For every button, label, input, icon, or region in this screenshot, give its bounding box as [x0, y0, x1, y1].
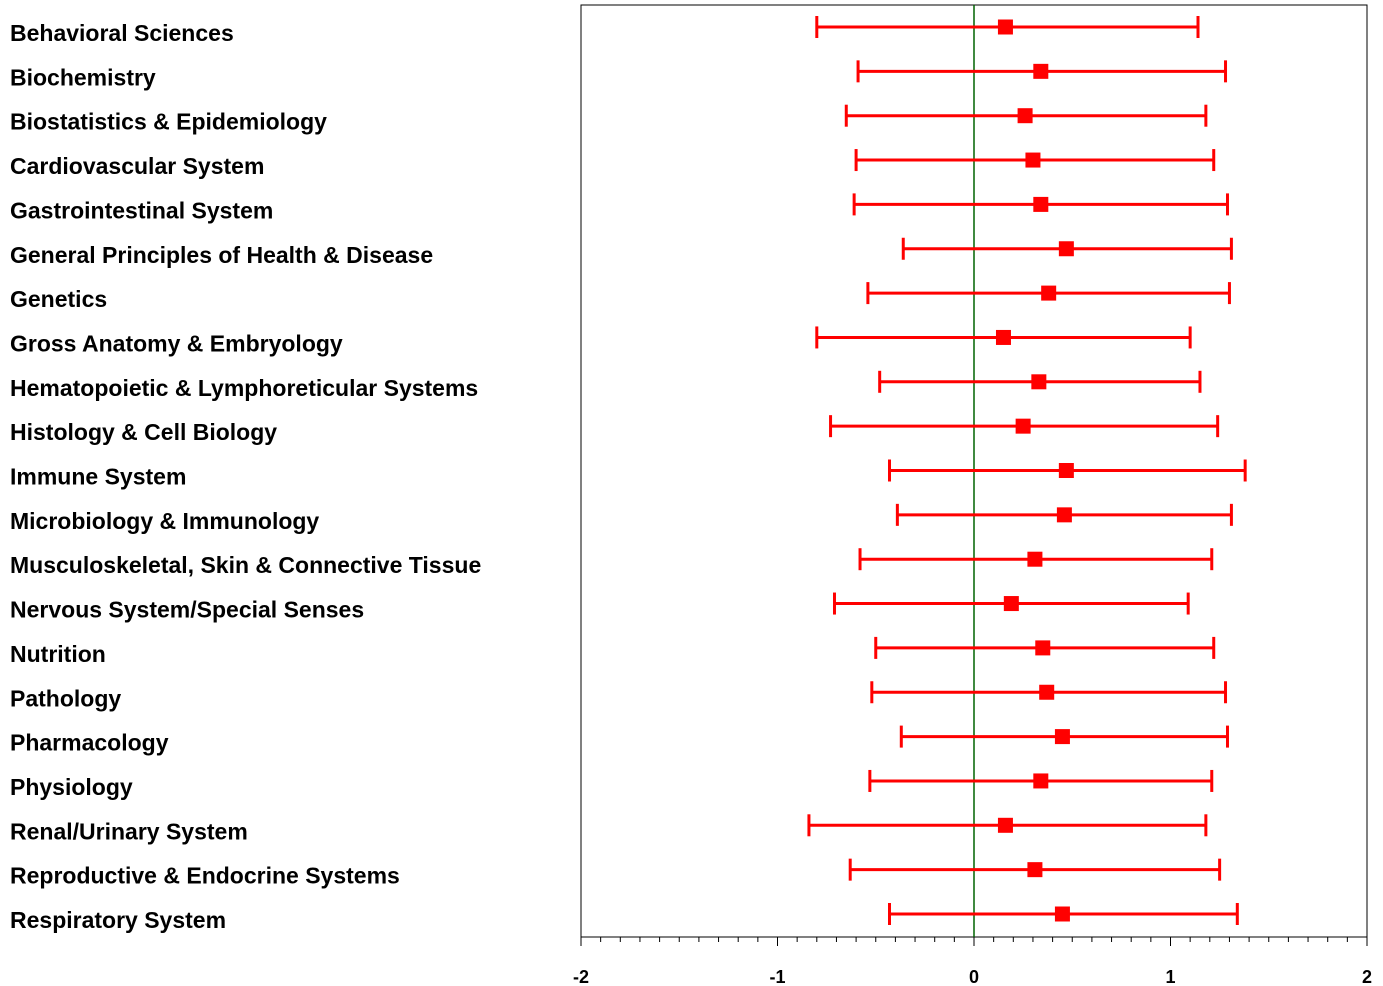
category-label: General Principles of Health & Disease: [10, 242, 433, 268]
point-estimate-marker: [1035, 640, 1051, 656]
error-bar-row: [832, 592, 1190, 615]
error-bar-row: [852, 193, 1229, 216]
point-estimate-marker: [1025, 152, 1041, 168]
x-axis: -2 -1 0 1 2: [573, 936, 1372, 986]
error-bar-row: [895, 503, 1233, 526]
error-bar-row: [878, 370, 1202, 393]
point-estimate-marker: [1033, 773, 1049, 789]
category-labels: Behavioral Sciences Biochemistry Biostatis…: [10, 20, 481, 933]
point-estimate-marker: [1015, 418, 1031, 434]
category-label: Nervous System/Special Senses: [10, 597, 364, 623]
error-bar-row: [868, 769, 1214, 792]
x-tick-label: -2: [573, 967, 589, 986]
category-label: Behavioral Sciences: [10, 20, 234, 46]
error-bar-row: [899, 725, 1229, 748]
category-label: Cardiovascular System: [10, 153, 264, 179]
error-bars: [807, 16, 1247, 925]
category-label: Reproductive & Endocrine Systems: [10, 863, 400, 889]
category-label: Pharmacology: [10, 730, 169, 756]
error-bar-row: [844, 104, 1208, 127]
point-estimate-marker: [997, 817, 1013, 833]
category-label: Musculoskeletal, Skin & Connective Tissu…: [10, 552, 481, 578]
category-label: Immune System: [10, 464, 186, 490]
x-tick-label: -1: [769, 967, 785, 986]
category-label: Biochemistry: [10, 64, 156, 90]
point-estimate-marker: [1039, 684, 1055, 700]
error-bar-row: [901, 237, 1233, 260]
x-tick-label: 0: [969, 967, 979, 986]
error-bar-row: [888, 459, 1247, 482]
point-estimate-marker: [1033, 196, 1049, 212]
error-bar-row: [874, 636, 1216, 659]
category-label: Histology & Cell Biology: [10, 419, 277, 445]
point-estimate-marker: [1031, 374, 1047, 390]
point-estimate-marker: [1027, 862, 1043, 878]
point-estimate-marker: [997, 19, 1013, 35]
error-bar-row: [888, 903, 1239, 925]
category-label: Microbiology & Immunology: [10, 508, 319, 534]
error-bar-row: [815, 326, 1192, 349]
category-label: Physiology: [10, 774, 133, 800]
point-estimate-marker: [1056, 507, 1072, 523]
point-estimate-marker: [1054, 906, 1070, 922]
category-label: Hematopoietic & Lymphoreticular Systems: [10, 375, 478, 401]
point-estimate-marker: [995, 329, 1011, 345]
error-bar-row: [815, 16, 1200, 38]
category-label: Gross Anatomy & Embryology: [10, 330, 343, 356]
point-estimate-marker: [1033, 63, 1049, 79]
point-estimate-marker: [1041, 285, 1057, 301]
category-label: Nutrition: [10, 641, 106, 667]
error-bar-row: [807, 814, 1208, 837]
error-bar-row: [858, 548, 1214, 571]
category-label: Genetics: [10, 286, 107, 312]
point-estimate-marker: [1017, 108, 1033, 124]
error-bar-row: [829, 415, 1220, 438]
error-bar-row: [856, 60, 1228, 83]
point-estimate-marker: [1058, 463, 1074, 478]
error-bar-row: [866, 282, 1231, 305]
category-label: Gastrointestinal System: [10, 197, 273, 223]
category-label: Respiratory System: [10, 907, 226, 933]
x-tick-label: 1: [1165, 967, 1175, 986]
point-estimate-marker: [1054, 729, 1070, 745]
category-label: Pathology: [10, 685, 121, 711]
point-estimate-marker: [1027, 551, 1043, 567]
error-bar-row: [848, 858, 1222, 881]
category-label: Biostatistics & Epidemiology: [10, 109, 327, 135]
error-bar-row: [854, 149, 1216, 172]
point-estimate-marker: [1058, 241, 1074, 257]
point-estimate-marker: [1003, 596, 1019, 612]
x-tick-label: 2: [1362, 967, 1372, 986]
error-bar-row: [870, 681, 1228, 704]
category-label: Renal/Urinary System: [10, 818, 248, 844]
